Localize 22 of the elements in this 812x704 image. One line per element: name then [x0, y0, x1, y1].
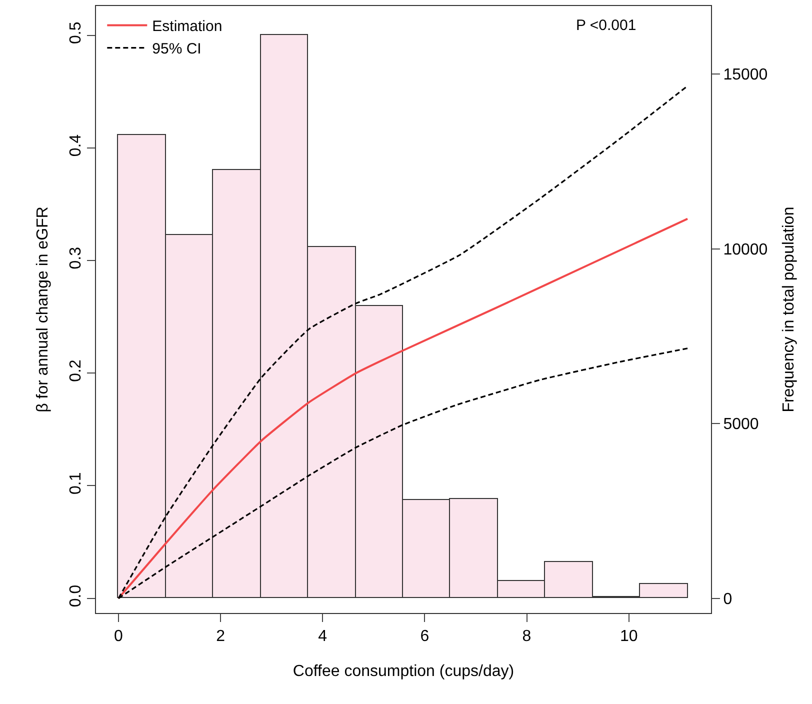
- x-tick-label: 10: [620, 628, 638, 646]
- y-tick-label: 0.1: [68, 472, 85, 494]
- y-axis-title: β for annual change in eGFR: [34, 206, 52, 412]
- legend-label: Estimation: [152, 18, 222, 36]
- y-tick-label: 0.4: [68, 134, 85, 157]
- x-tick-label: 8: [522, 628, 532, 646]
- x-tick-label: 0: [114, 628, 124, 646]
- y2-tick-label: 10000: [723, 241, 768, 258]
- y-tick-label: 0.2: [68, 360, 85, 382]
- legend-label: 95% CI: [152, 40, 202, 58]
- y-tick-label: 0.5: [68, 22, 85, 44]
- y2-tick-label: 5000: [723, 416, 759, 434]
- y-tick-label: 0.0: [68, 584, 85, 608]
- y2-tick-label: 0: [723, 590, 732, 608]
- y-tick-label: 0.3: [68, 246, 85, 270]
- x-tick-label: 6: [420, 628, 430, 646]
- x-tick-label: 2: [216, 628, 226, 646]
- annotation: P <0.001: [576, 17, 636, 34]
- y2-axis-title: Frequency in total population: [780, 206, 798, 412]
- x-tick-label: 4: [318, 628, 328, 646]
- y2-tick-label: 15000: [723, 66, 768, 84]
- x-axis-title: Coffee consumption (cups/day): [292, 662, 514, 680]
